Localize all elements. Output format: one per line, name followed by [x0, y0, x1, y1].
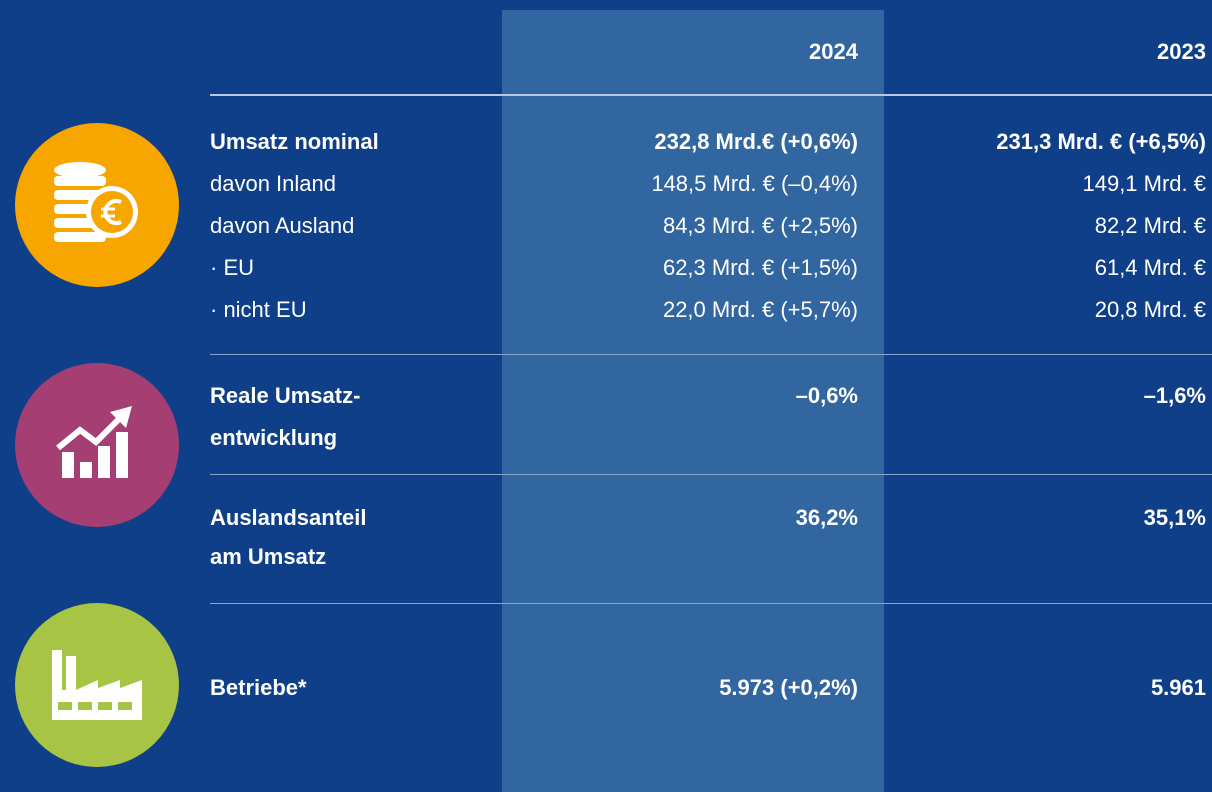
row-label: davon Ausland [210, 213, 355, 238]
divider [210, 354, 1212, 355]
cell-value: 232,8 Mrd.€ (+0,6%) [654, 129, 858, 154]
cell-value: 84,3 Mrd. € (+2,5%) [662, 213, 858, 238]
divider [210, 474, 1212, 475]
cell-value: 231,3 Mrd. € (+6,5%) [996, 129, 1206, 154]
coins-icon [15, 123, 179, 287]
row-label: · EU [210, 255, 254, 280]
row-label: am Umsatz [210, 544, 327, 569]
factory-icon [15, 603, 179, 767]
cell-value: 61,4 Mrd. € [1094, 255, 1206, 280]
cell-value: 5.961 [1150, 675, 1206, 700]
row-label: davon Inland [210, 171, 336, 196]
cell-value: 62,3 Mrd. € (+1,5%) [662, 255, 858, 280]
cell-value: –0,6% [795, 383, 858, 408]
cell-value: 82,2 Mrd. € [1094, 213, 1206, 238]
cell-value: –1,6% [1143, 383, 1206, 408]
cell-value: 20,8 Mrd. € [1094, 297, 1206, 322]
cell-value: 35,1% [1143, 505, 1206, 530]
row-label: Reale Umsatz- [210, 383, 361, 408]
cell-value: 148,5 Mrd. € (–0,4%) [651, 171, 858, 196]
cell-value: 5.973 (+0,2%) [719, 675, 858, 700]
icons [15, 123, 179, 767]
cell-value: 36,2% [795, 505, 858, 530]
column-header: 2024 [809, 39, 858, 64]
column-header: 2023 [1157, 39, 1206, 64]
row-label: · nicht EU [210, 297, 307, 322]
highlight-column [502, 10, 884, 792]
row-label: entwicklung [210, 425, 338, 450]
row-label: Auslandsanteil [210, 505, 367, 530]
header-rule [210, 94, 1212, 96]
cell-value: 22,0 Mrd. € (+5,7%) [662, 297, 858, 322]
row-label: Umsatz nominal [210, 129, 379, 154]
cell-value: 149,1 Mrd. € [1082, 171, 1206, 196]
growth-icon [15, 363, 179, 527]
divider [210, 603, 1212, 604]
row-label: Betriebe* [210, 675, 307, 700]
